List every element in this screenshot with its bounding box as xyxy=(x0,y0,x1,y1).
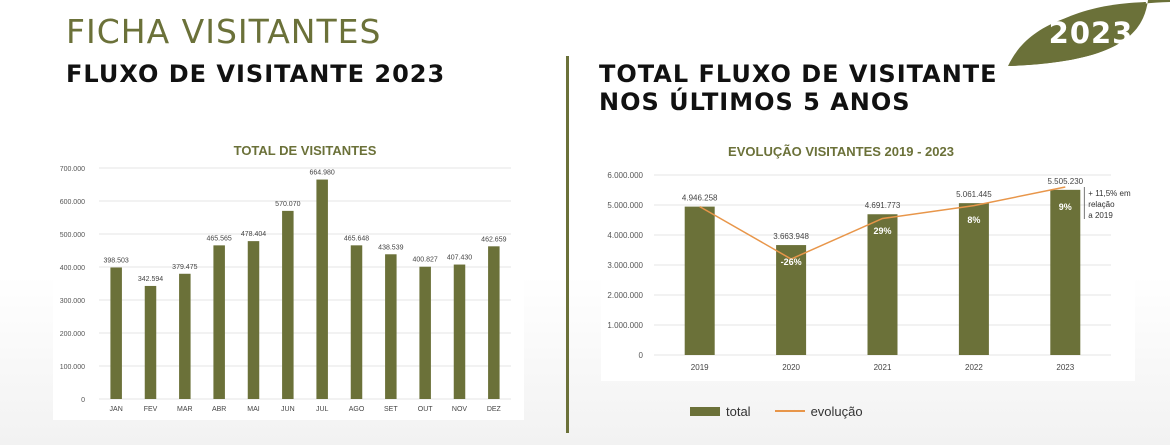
y-tick-label: 500.000 xyxy=(60,232,85,239)
percent-change-label: 8% xyxy=(967,215,980,225)
bar xyxy=(144,285,157,399)
y-tick-label: 0 xyxy=(639,351,644,360)
legend-label-evolucao: evolução xyxy=(810,403,863,419)
x-tick-label: MAR xyxy=(177,406,193,413)
x-tick-label: 2021 xyxy=(874,363,892,372)
x-tick-label: SET xyxy=(384,406,398,413)
bar xyxy=(488,246,500,399)
bar xyxy=(958,203,989,355)
page-title: FICHA VISITANTES xyxy=(66,12,382,51)
y-tick-label: 2.000.000 xyxy=(607,291,643,300)
bar xyxy=(110,267,122,399)
bar xyxy=(1050,189,1081,355)
x-tick-label: 2023 xyxy=(1056,363,1074,372)
x-tick-label: ABR xyxy=(212,406,226,413)
data-label: 664.980 xyxy=(310,170,335,177)
data-label: 4.691.773 xyxy=(865,201,901,210)
right-heading-line-1: TOTAL FLUXO DE VISITANTE xyxy=(599,60,998,88)
y-tick-label: 1.000.000 xyxy=(607,321,643,330)
yearly-evolution-chart-svg: EVOLUÇÃO VISITANTES 2019 - 2023 0 1.000.00… xyxy=(607,144,1131,372)
bar xyxy=(867,214,898,355)
monthly-visitors-chart-svg: TOTAL DE VISITANTES 0 100.000 200.000 300.00… xyxy=(60,143,511,413)
y-tick-label: 200.000 xyxy=(60,331,85,338)
data-label: 4.946.258 xyxy=(682,194,718,203)
y-tick-label: 400.000 xyxy=(60,265,85,272)
data-label: 400.827 xyxy=(413,257,438,264)
evolution-line xyxy=(699,186,1066,260)
data-label: 478.404 xyxy=(241,231,266,238)
percent-change-label: -26% xyxy=(781,257,802,267)
leaf-shape-icon xyxy=(1008,0,1170,66)
percent-change-label: 9% xyxy=(1059,202,1072,212)
data-label: 465.648 xyxy=(344,235,369,242)
annotation-text: a 2019 xyxy=(1088,211,1113,220)
x-tick-label: FEV xyxy=(144,406,158,413)
x-tick-label: JAN xyxy=(110,406,123,413)
data-label: 3.663.948 xyxy=(773,232,809,241)
yearly-evolution-chart: EVOLUÇÃO VISITANTES 2019 - 2023 0 1.000.00… xyxy=(601,133,1135,381)
bar xyxy=(247,241,260,399)
bar xyxy=(282,210,294,399)
data-label: 465.565 xyxy=(207,235,232,242)
chart-title: TOTAL DE VISITANTES xyxy=(234,143,377,158)
y-tick-label: 6.000.000 xyxy=(607,171,643,180)
x-tick-label: JUN xyxy=(281,406,295,413)
left-section-heading: FLUXO DE VISITANTE 2023 xyxy=(66,60,446,88)
data-label: 5.505.230 xyxy=(1048,177,1084,186)
chart-title: EVOLUÇÃO VISITANTES 2019 - 2023 xyxy=(728,144,954,159)
x-tick-label: AGO xyxy=(349,406,365,413)
chart-legend: total evolução xyxy=(690,402,863,420)
data-label: 342.594 xyxy=(138,276,163,283)
bar xyxy=(684,206,715,355)
x-tick-label: OUT xyxy=(418,406,434,413)
y-tick-label: 100.000 xyxy=(60,364,85,371)
x-tick-label: 2019 xyxy=(691,363,709,372)
annotation-text: relação xyxy=(1088,200,1115,209)
bar xyxy=(385,254,397,399)
legend-label-total: total xyxy=(726,403,751,419)
y-tick-label: 700.000 xyxy=(60,166,85,173)
bar xyxy=(453,264,466,399)
legend-bar-swatch xyxy=(690,406,720,416)
y-tick-label: 4.000.000 xyxy=(607,231,643,240)
x-tick-label: 2020 xyxy=(782,363,800,372)
data-label: 5.061.445 xyxy=(956,190,992,199)
data-label: 398.503 xyxy=(104,257,129,264)
x-tick-label: DEZ xyxy=(487,406,502,413)
y-tick-label: 5.000.000 xyxy=(607,201,643,210)
x-tick-label: NOV xyxy=(452,406,468,413)
x-tick-label: JUL xyxy=(316,406,329,413)
bar xyxy=(776,245,807,355)
year-badge: 2023 xyxy=(1008,0,1170,66)
right-heading-line-2: NOS ÚLTIMOS 5 ANOS xyxy=(599,88,911,116)
data-label: 462.659 xyxy=(481,236,506,243)
bar xyxy=(316,179,328,399)
x-tick-label: MAI xyxy=(247,406,260,413)
data-label: 379.475 xyxy=(172,264,197,271)
percent-change-label: 29% xyxy=(873,226,891,236)
annotation-text: + 11,5% em xyxy=(1088,189,1131,198)
y-tick-label: 300.000 xyxy=(60,298,85,305)
monthly-visitors-chart: TOTAL DE VISITANTES 0 100.000 200.000 300.00… xyxy=(53,130,524,420)
legend-line-swatch xyxy=(774,410,805,412)
y-tick-label: 3.000.000 xyxy=(607,261,643,270)
section-divider xyxy=(566,56,569,433)
year-badge-label: 2023 xyxy=(1048,16,1134,50)
data-label: 407.430 xyxy=(447,255,472,262)
data-label: 438.539 xyxy=(378,244,403,251)
data-label: 570.070 xyxy=(275,201,300,208)
y-tick-label: 600.000 xyxy=(60,199,85,206)
bar xyxy=(179,273,191,399)
x-tick-label: 2022 xyxy=(965,363,983,372)
right-section-heading: TOTAL FLUXO DE VISITANTE NOS ÚLTIMOS 5 A… xyxy=(599,60,1079,116)
y-tick-label: 0 xyxy=(81,397,85,404)
bar xyxy=(419,266,431,399)
bar xyxy=(350,245,363,399)
bar xyxy=(213,245,225,399)
